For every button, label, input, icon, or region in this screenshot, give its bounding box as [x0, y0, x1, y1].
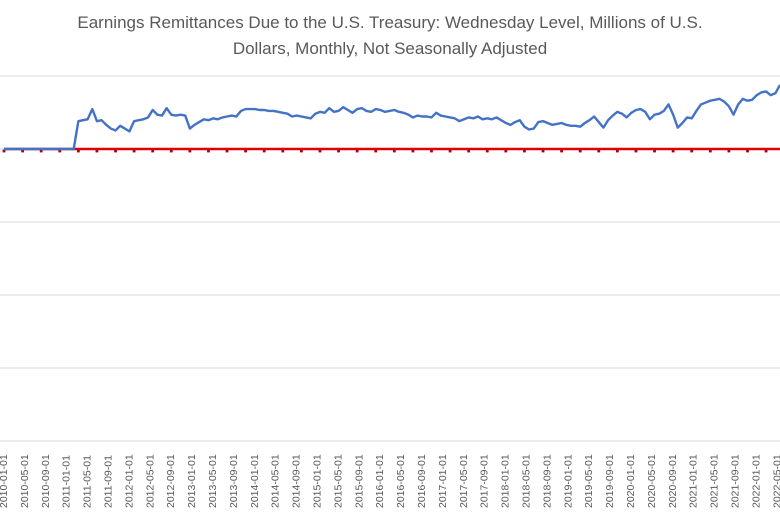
series-marker-constant	[634, 149, 638, 153]
x-tick-label: 2021-09-01	[730, 454, 742, 508]
x-tick-label: 2012-01-01	[123, 454, 135, 508]
x-tick-label: 2013-05-01	[207, 454, 219, 508]
series-marker-constant	[188, 149, 192, 153]
series-marker-constant	[2, 149, 6, 153]
x-tick-label: 2015-09-01	[353, 454, 365, 508]
series-marker-constant	[355, 149, 359, 153]
gridlines	[0, 75, 780, 442]
series-marker-constant	[541, 149, 545, 153]
x-tick-label: 2018-01-01	[500, 454, 512, 508]
x-tick-label: 2012-09-01	[165, 454, 177, 508]
series-marker-constant	[95, 149, 99, 153]
series-marker-constant	[448, 149, 452, 153]
series-marker-constant	[337, 149, 340, 153]
x-tick-label: 2021-01-01	[688, 454, 700, 508]
series-marker-constant	[244, 149, 248, 153]
series-marker-constant	[318, 149, 322, 153]
x-tick-label: 2014-05-01	[270, 454, 282, 508]
series-marker-constant	[467, 149, 471, 153]
series-marker-constant	[560, 149, 564, 153]
series-marker-constant	[39, 149, 43, 153]
x-tick-label: 2016-05-01	[395, 454, 407, 508]
x-tick-label: 2010-01-01	[0, 454, 10, 508]
series-marker-constant	[523, 149, 526, 153]
series-marker-constant	[578, 149, 582, 153]
x-axis-tick-labels: 2010-01-01 2010-05-01 2010-09-01 2011-01-01…	[0, 454, 780, 508]
x-tick-label: 2011-05-01	[82, 455, 94, 508]
series-marker-constant	[58, 149, 62, 153]
x-tick-label: 2015-05-01	[332, 454, 344, 508]
series-marker-constant	[727, 149, 731, 153]
x-tick-label: 2016-01-01	[374, 454, 386, 508]
x-tick-label: 2019-09-01	[604, 454, 616, 508]
series-marker-constant	[262, 149, 266, 153]
series-marker-constant	[504, 149, 508, 153]
x-tick-label: 2021-05-01	[709, 454, 721, 508]
series-marker-constant	[151, 149, 155, 153]
series-marker-constant	[132, 149, 136, 153]
series-marker-constant	[169, 149, 173, 153]
x-tick-label: 2012-05-01	[144, 454, 156, 508]
series-marker-constant	[281, 149, 285, 153]
series-line-remittances	[4, 84, 780, 151]
x-tick-label: 2011-01-01	[61, 455, 73, 508]
chart-title: Earnings Remittances Due to the U.S. Tre…	[0, 10, 780, 62]
series-layer	[2, 84, 780, 153]
series-marker-constant	[225, 149, 229, 153]
x-tick-label: 2018-09-01	[541, 454, 553, 508]
x-tick-label: 2013-09-01	[228, 454, 240, 508]
series-marker-constant	[299, 149, 303, 153]
x-tick-label: 2022-05-01	[771, 454, 780, 508]
x-tick-label: 2017-01-01	[437, 454, 449, 508]
x-tick-label: 2010-09-01	[40, 454, 52, 508]
series-marker-constant	[615, 149, 619, 153]
x-tick-label: 2016-09-01	[416, 454, 428, 508]
x-tick-label: 2020-05-01	[646, 454, 658, 508]
x-tick-label: 2020-09-01	[667, 454, 679, 508]
x-tick-label: 2017-09-01	[479, 454, 491, 508]
x-tick-label: 2019-01-01	[562, 454, 574, 508]
x-tick-label: 2019-05-01	[583, 454, 595, 508]
x-tick-label: 2018-05-01	[521, 454, 533, 508]
series-marker-constant	[708, 149, 712, 153]
series-marker-constant	[653, 149, 656, 153]
x-tick-label: 2011-09-01	[103, 455, 115, 508]
series-marker-constant	[597, 149, 601, 153]
x-tick-label: 2013-01-01	[186, 454, 198, 508]
series-marker-constant	[690, 149, 694, 153]
series-marker-constant	[411, 149, 415, 153]
series-marker-constant	[392, 149, 396, 153]
series-marker-constant	[430, 149, 433, 153]
series-marker-constant	[746, 149, 749, 153]
series-marker-constant	[485, 149, 489, 153]
series-marker-constant	[114, 149, 117, 153]
chart-title-line-1: Earnings Remittances Due to the U.S. Tre…	[77, 13, 703, 32]
series-marker-constant	[764, 149, 768, 153]
series-marker-constant	[671, 149, 675, 153]
series-marker-constant	[207, 149, 210, 153]
x-tick-label: 2020-01-01	[625, 454, 637, 508]
x-tick-label: 2015-01-01	[312, 454, 324, 508]
series-marker-constant	[21, 149, 24, 153]
chart-title-line-2: Dollars, Monthly, Not Seasonally Adjuste…	[232, 39, 548, 58]
x-tick-label: 2017-05-01	[458, 454, 470, 508]
series-marker-constant	[76, 149, 80, 153]
series-marker-constant	[374, 149, 378, 153]
x-tick-label: 2010-05-01	[19, 454, 31, 508]
x-tick-label: 2014-09-01	[291, 454, 303, 508]
x-tick-label: 2022-01-01	[750, 454, 762, 508]
x-tick-label: 2014-01-01	[249, 454, 261, 508]
